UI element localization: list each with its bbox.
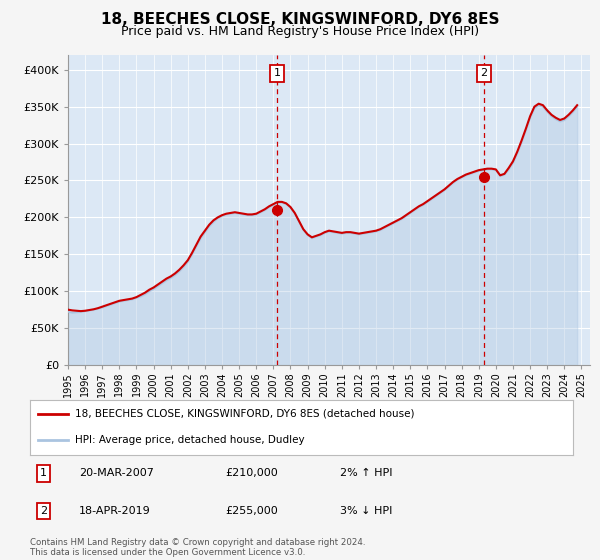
Text: 18, BEECHES CLOSE, KINGSWINFORD, DY6 8ES (detached house): 18, BEECHES CLOSE, KINGSWINFORD, DY6 8ES… bbox=[74, 409, 414, 419]
Text: 2: 2 bbox=[40, 506, 47, 516]
Text: 2% ↑ HPI: 2% ↑ HPI bbox=[340, 468, 392, 478]
Text: 3% ↓ HPI: 3% ↓ HPI bbox=[340, 506, 392, 516]
Text: Price paid vs. HM Land Registry's House Price Index (HPI): Price paid vs. HM Land Registry's House … bbox=[121, 25, 479, 38]
Text: 20-MAR-2007: 20-MAR-2007 bbox=[79, 468, 154, 478]
Text: 1: 1 bbox=[40, 468, 47, 478]
Text: 2: 2 bbox=[480, 68, 487, 78]
Text: 1: 1 bbox=[274, 68, 281, 78]
Text: HPI: Average price, detached house, Dudley: HPI: Average price, detached house, Dudl… bbox=[74, 435, 304, 445]
Text: Contains HM Land Registry data © Crown copyright and database right 2024.
This d: Contains HM Land Registry data © Crown c… bbox=[30, 538, 365, 557]
Text: £255,000: £255,000 bbox=[226, 506, 278, 516]
Text: 18, BEECHES CLOSE, KINGSWINFORD, DY6 8ES: 18, BEECHES CLOSE, KINGSWINFORD, DY6 8ES bbox=[101, 12, 499, 27]
Text: £210,000: £210,000 bbox=[226, 468, 278, 478]
Text: 18-APR-2019: 18-APR-2019 bbox=[79, 506, 151, 516]
